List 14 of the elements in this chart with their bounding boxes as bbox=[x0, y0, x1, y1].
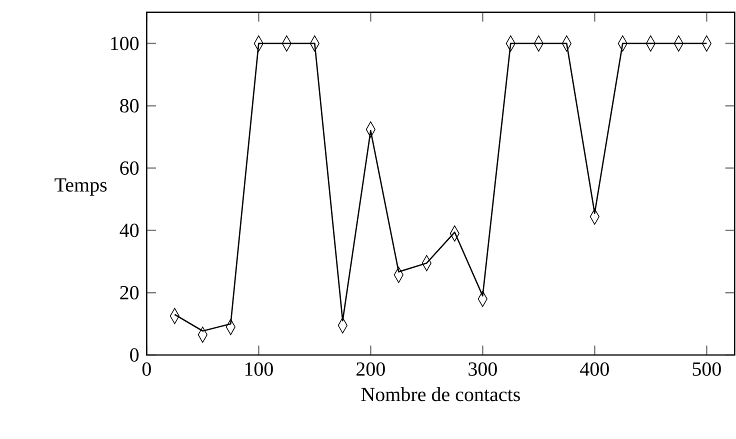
y-tick-label: 0 bbox=[130, 348, 139, 362]
x-axis-title: Nombre de contacts bbox=[361, 387, 520, 402]
y-tick-label: 20 bbox=[120, 286, 139, 300]
x-tick-label: 100 bbox=[245, 362, 273, 376]
y-tick-label: 80 bbox=[120, 99, 139, 113]
x-tick-label: 500 bbox=[692, 362, 721, 376]
x-tick-label: 0 bbox=[142, 362, 151, 376]
y-tick-label: 40 bbox=[120, 224, 139, 238]
y-tick-label: 100 bbox=[111, 36, 139, 50]
y-tick-label: 60 bbox=[120, 161, 139, 175]
x-tick-label: 400 bbox=[580, 362, 609, 376]
y-axis-title: Temps bbox=[54, 178, 107, 196]
x-tick-label: 200 bbox=[356, 362, 385, 376]
x-tick-label: 300 bbox=[468, 362, 497, 376]
